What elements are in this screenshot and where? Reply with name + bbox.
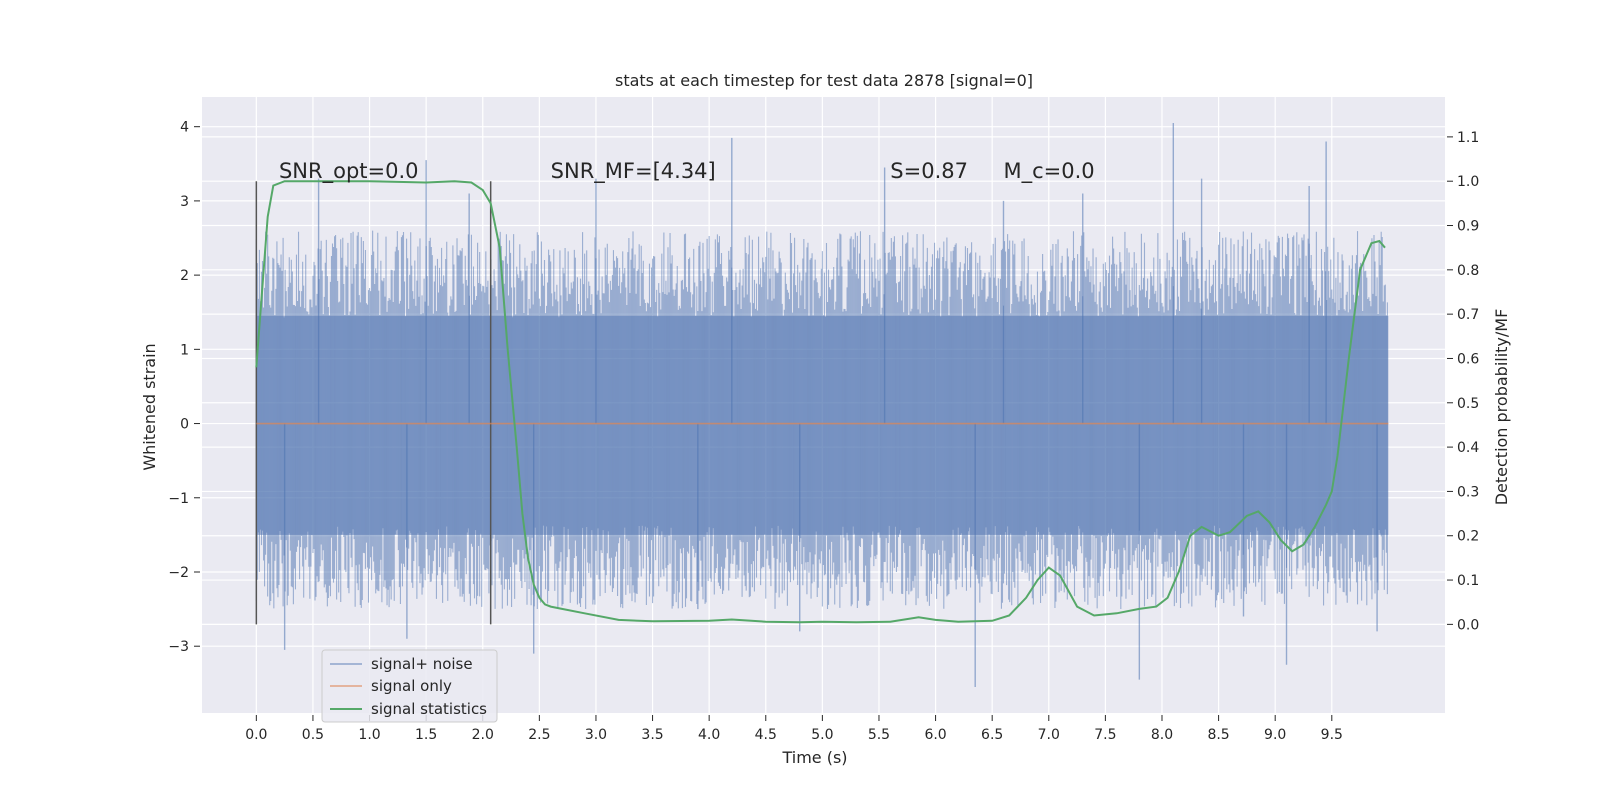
x-tick-label: 9.5: [1321, 727, 1343, 743]
x-tick-label: 1.0: [358, 727, 380, 743]
y-tick-label: 1: [180, 342, 189, 358]
y2-tick-label: 0.9: [1457, 219, 1479, 235]
x-axis-label: Time (s): [781, 748, 847, 767]
legend: signal+ noise signal only signal statist…: [321, 649, 498, 723]
y-tick-label: −2: [168, 565, 189, 581]
annotation: S=0.87: [890, 159, 968, 183]
y-tick-label: 3: [180, 194, 189, 210]
x-tick-label: 0.5: [302, 727, 324, 743]
x-tick-label: 3.5: [641, 727, 663, 743]
y2-tick-label: 0.6: [1457, 351, 1479, 367]
x-tick-label: 6.0: [924, 727, 946, 743]
statistics-line: [255, 180, 1386, 624]
series-signal-statistics: [255, 180, 1386, 624]
annotation: SNR_MF=[4.34]: [551, 159, 716, 184]
y-tick-label: −3: [168, 639, 189, 655]
x-tick-label: 5.5: [868, 727, 890, 743]
y-tick-label: 4: [180, 120, 189, 136]
y2-tick-label: 0.5: [1457, 396, 1479, 412]
y-tick-label: 2: [180, 268, 189, 284]
x-tick-label: 7.5: [1094, 727, 1116, 743]
x-tick-label: 6.5: [981, 727, 1003, 743]
y2-tick-label: 0.4: [1457, 440, 1479, 456]
x-tick-label: 2.5: [528, 727, 550, 743]
x-tick-label: 2.0: [472, 727, 494, 743]
x-tick-label: 0.0: [245, 727, 267, 743]
x-tick-label: 8.5: [1207, 727, 1229, 743]
x-tick-label: 4.0: [698, 727, 720, 743]
y2-tick-label: 0.8: [1457, 263, 1479, 279]
y2-axis-label: Detection probability/MF: [1492, 309, 1511, 506]
x-tick-label: 7.0: [1038, 727, 1060, 743]
noise-core: [256, 315, 1389, 535]
y2-tick-label: 0.3: [1457, 484, 1479, 500]
y-tick-label: −1: [168, 491, 189, 507]
y2-tick-label: 0.0: [1457, 617, 1479, 633]
x-tick-label: 3.0: [585, 727, 607, 743]
x-tick-label: 4.5: [755, 727, 777, 743]
x-tick-label: 1.5: [415, 727, 437, 743]
y2-tick-label: 1.1: [1457, 130, 1479, 146]
annotation: SNR_opt=0.0: [279, 159, 419, 184]
y2-tick-label: 0.2: [1457, 529, 1479, 545]
x-tick-label: 9.0: [1264, 727, 1286, 743]
y2-tick-label: 1.0: [1457, 174, 1479, 190]
y-axis-label: Whitened strain: [140, 343, 159, 470]
annotation: M_c=0.0: [1003, 159, 1094, 184]
legend-label-statistics: signal statistics: [371, 700, 487, 718]
y-tick-label: 0: [180, 417, 189, 433]
axis-ticks: 0.0 0.5 1.0 1.5 2.0 2.5 3.0 3.5 4.0 4.5 5.0 5.5 6.0 6…: [168, 120, 1479, 743]
legend-label-noise: signal+ noise: [371, 655, 473, 673]
x-tick-label: 8.0: [1151, 727, 1173, 743]
series-signal-noise: [255, 122, 1389, 688]
y2-tick-label: 0.1: [1457, 573, 1479, 589]
x-tick-label: 5.0: [811, 727, 833, 743]
legend-label-signal-only: signal only: [371, 677, 452, 695]
y2-tick-label: 0.7: [1457, 307, 1479, 323]
annotations: SNR_opt=0.0 SNR_MF=[4.34] S=0.87 M_c=0.0: [279, 159, 1095, 184]
marker-lines: [255, 181, 492, 625]
chart-title: stats at each timestep for test data 287…: [615, 71, 1033, 90]
legend-box: [321, 649, 498, 723]
